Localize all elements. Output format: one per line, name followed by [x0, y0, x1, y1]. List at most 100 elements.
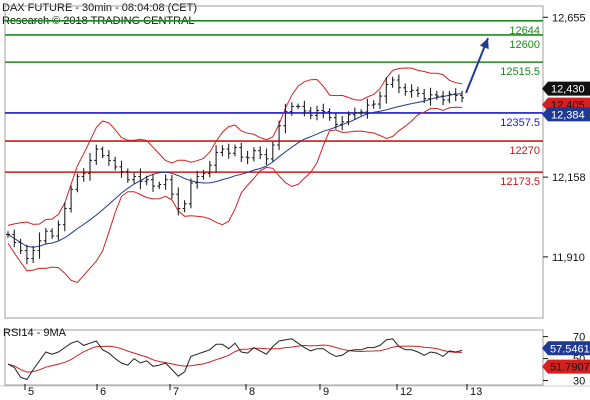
price-bar [365, 98, 370, 119]
price-bar [340, 116, 345, 131]
price-bar [352, 107, 357, 120]
price-bar [441, 90, 446, 106]
price-bar [359, 109, 364, 116]
price-bar [24, 244, 29, 265]
x-tick-label: 7 [173, 386, 179, 398]
level-label: 12644 [509, 25, 540, 37]
price-bar [157, 181, 162, 189]
price-bar [308, 107, 313, 120]
price-bar [302, 100, 307, 117]
price-bar [434, 90, 439, 100]
level-label: 12357.5 [500, 117, 540, 129]
price-bar [56, 220, 61, 241]
price-bar [31, 246, 36, 263]
rsi-y-tick-label: 30 [573, 376, 585, 388]
price-bar [50, 228, 55, 239]
level-label: 12173.5 [500, 176, 540, 188]
price-bar [106, 150, 111, 166]
x-tick-label: 6 [100, 386, 106, 398]
price-bar [138, 168, 143, 190]
rsi-ma-line [7, 344, 462, 373]
price-bar [447, 90, 452, 104]
price-bar [233, 144, 237, 157]
price-bar [270, 141, 275, 162]
rsi-badge [542, 359, 590, 374]
price-bar [226, 143, 231, 159]
price-bar [62, 202, 67, 232]
x-tick-label: 12 [400, 386, 412, 398]
price-bar [88, 153, 92, 181]
y-tick-label: 12,655 [552, 12, 586, 24]
price-bar [390, 76, 395, 88]
price-bar [396, 74, 401, 94]
price-bar [327, 108, 332, 121]
y-tick-label: 11,910 [552, 252, 585, 264]
rsi-badge-label: 51.7907 [550, 362, 590, 374]
price-bar [220, 145, 225, 157]
price-bar [384, 77, 389, 104]
price-bar [207, 161, 212, 178]
level-label: 12270 [509, 145, 540, 157]
x-tick-label: 13 [470, 386, 482, 398]
price-badge-label: 12,384 [551, 109, 585, 121]
rsi-title: RSI14 - 9MA [3, 327, 67, 339]
price-bars [6, 74, 464, 265]
price-bar [264, 148, 269, 165]
level-label: 12600 [509, 39, 540, 51]
price-bar [12, 229, 17, 248]
rsi-plot-frame [4, 329, 544, 386]
price-bar [195, 170, 200, 189]
price-bar [188, 178, 193, 209]
price-bar [403, 83, 408, 96]
price-badge-label: 12,430 [551, 84, 585, 96]
projection-arrow-head [479, 38, 489, 50]
price-bar [315, 105, 319, 121]
x-tick-label: 8 [249, 386, 255, 398]
price-bar [289, 102, 294, 116]
price-bar [333, 113, 338, 129]
price-bar [422, 89, 427, 104]
price-bar [283, 103, 288, 134]
price-bar [321, 103, 326, 119]
price-bar [169, 174, 174, 199]
price-bar [100, 146, 105, 159]
price-bar [378, 91, 382, 109]
level-label: 12515.5 [500, 66, 540, 78]
price-bar [277, 120, 282, 151]
price-bar [18, 238, 23, 254]
price-bar [415, 86, 420, 97]
price-bar [214, 145, 219, 173]
price-bar [69, 185, 74, 213]
bollinger-lower-band [7, 106, 463, 283]
price-bar [258, 146, 263, 160]
price-bar [428, 87, 433, 106]
y-tick-label: 12,158 [552, 172, 586, 184]
x-tick-label: 5 [28, 386, 34, 398]
rsi-y-tick-label: 70 [573, 332, 585, 344]
price-bar [251, 147, 256, 162]
price-bar [81, 168, 86, 182]
price-bar [163, 174, 168, 190]
price-bar [75, 173, 80, 193]
price-bar [125, 168, 130, 183]
price-bar [245, 150, 250, 165]
price-bar [409, 84, 414, 98]
price-bar [182, 200, 187, 213]
price-bar [144, 175, 149, 186]
price-bar [6, 231, 10, 238]
price-badge [542, 107, 590, 122]
moving-average-line [7, 93, 463, 248]
price-bar [37, 232, 42, 259]
price-bar [176, 187, 181, 216]
price-bar [119, 160, 124, 178]
price-bar [346, 111, 351, 126]
price-bar [453, 88, 458, 102]
price-bar [113, 156, 118, 171]
price-bar [201, 170, 206, 180]
price-bar [151, 173, 155, 192]
main-plot-frame [4, 5, 544, 319]
price-bar [371, 100, 376, 109]
rsi-line [7, 338, 463, 381]
price-bar [94, 144, 99, 165]
